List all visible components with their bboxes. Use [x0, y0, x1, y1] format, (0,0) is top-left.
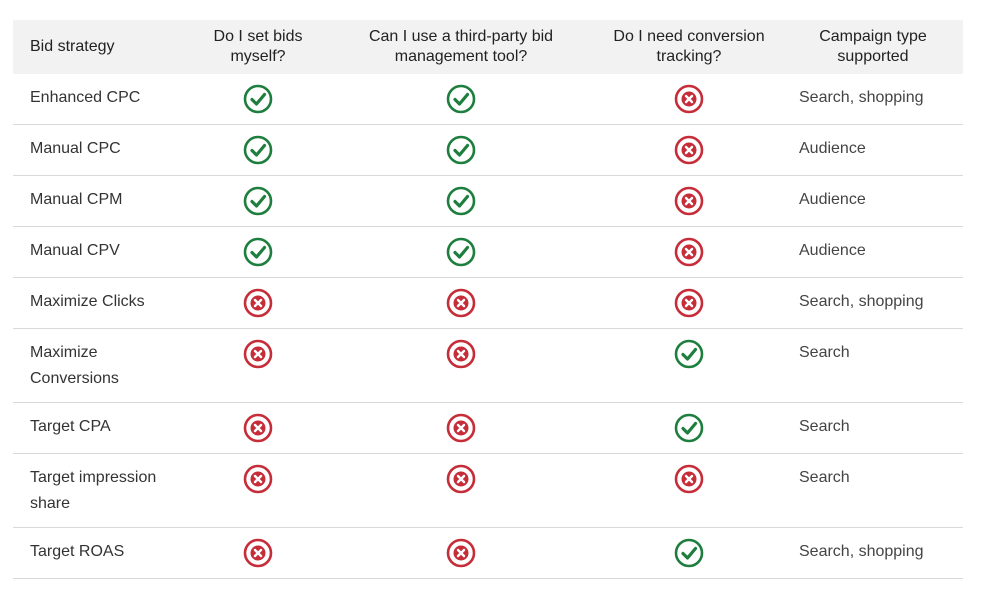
set-bids-cell — [189, 453, 327, 528]
table-row: Target impression share Search — [13, 453, 963, 528]
conversion-tracking-cell — [595, 453, 783, 528]
strategy-name: Target ROAS — [13, 527, 189, 579]
check-icon — [243, 237, 273, 267]
table-row: Manual CPC Audience — [13, 124, 963, 176]
conversion-tracking-cell — [595, 277, 783, 329]
cross-icon — [243, 413, 273, 443]
cross-icon — [243, 538, 273, 568]
set-bids-cell — [189, 226, 327, 278]
strategy-name: Manual CPV — [13, 226, 189, 278]
cross-icon — [243, 464, 273, 494]
cross-icon — [446, 538, 476, 568]
cross-icon — [243, 288, 273, 318]
cross-icon — [446, 464, 476, 494]
header-bid-strategy: Bid strategy — [30, 38, 115, 55]
strategy-name: Manual CPC — [13, 124, 189, 176]
conversion-tracking-cell — [595, 328, 783, 403]
conversion-tracking-cell — [595, 402, 783, 454]
cross-icon — [446, 339, 476, 369]
check-icon — [674, 538, 704, 568]
third-party-cell — [327, 527, 595, 579]
strategy-name: Enhanced CPC — [13, 74, 189, 125]
header-set-bids: Do I set bids myself? — [213, 28, 303, 65]
table-row: Enhanced CPC Search, shopping — [13, 74, 963, 125]
cross-icon — [674, 84, 704, 114]
set-bids-cell — [189, 527, 327, 579]
table-header: Bid strategy Do I set bids myself? Can I… — [13, 20, 963, 74]
bid-strategy-table: Bid strategy Do I set bids myself? Can I… — [13, 20, 963, 579]
campaign-type: Search — [783, 402, 963, 454]
table-row: Target CPA Search — [13, 402, 963, 454]
cross-icon — [674, 237, 704, 267]
strategy-name: Maximize Clicks — [13, 277, 189, 329]
set-bids-cell — [189, 328, 327, 403]
third-party-cell — [327, 277, 595, 329]
campaign-type: Audience — [783, 124, 963, 176]
cross-icon — [446, 413, 476, 443]
set-bids-cell — [189, 277, 327, 329]
cross-icon — [446, 288, 476, 318]
header-third-party-tool: Can I use a third-party bid management t… — [368, 28, 554, 65]
header-campaign-type: Campaign type supported — [819, 28, 927, 65]
strategy-name: Maximize Conversions — [13, 328, 189, 403]
table-row: Target ROAS Search, shopping — [13, 527, 963, 579]
third-party-cell — [327, 402, 595, 454]
set-bids-cell — [189, 402, 327, 454]
campaign-type: Search, shopping — [783, 527, 963, 579]
check-icon — [446, 84, 476, 114]
cross-icon — [243, 339, 273, 369]
third-party-cell — [327, 226, 595, 278]
third-party-cell — [327, 328, 595, 403]
set-bids-cell — [189, 175, 327, 227]
header-conversion-tracking: Do I need conversion tracking? — [613, 28, 765, 65]
conversion-tracking-cell — [595, 175, 783, 227]
check-icon — [674, 339, 704, 369]
table-row: Maximize Clicks Search, shopping — [13, 277, 963, 329]
set-bids-cell — [189, 74, 327, 125]
strategy-name: Target impression share — [13, 453, 189, 528]
check-icon — [243, 186, 273, 216]
third-party-cell — [327, 124, 595, 176]
conversion-tracking-cell — [595, 527, 783, 579]
bid-strategy-table-container: Bid strategy Do I set bids myself? Can I… — [13, 20, 963, 579]
third-party-cell — [327, 175, 595, 227]
table-row: Manual CPM Audience — [13, 175, 963, 227]
check-icon — [243, 135, 273, 165]
campaign-type: Search, shopping — [783, 74, 963, 125]
campaign-type: Search, shopping — [783, 277, 963, 329]
table-row: Manual CPV Audience — [13, 226, 963, 278]
check-icon — [243, 84, 273, 114]
third-party-cell — [327, 74, 595, 125]
campaign-type: Audience — [783, 226, 963, 278]
check-icon — [446, 135, 476, 165]
campaign-type: Search — [783, 453, 963, 528]
cross-icon — [674, 464, 704, 494]
check-icon — [446, 186, 476, 216]
conversion-tracking-cell — [595, 74, 783, 125]
table-body: Enhanced CPC Search, shopping Manual CPC… — [13, 74, 963, 579]
check-icon — [446, 237, 476, 267]
campaign-type: Search — [783, 328, 963, 403]
table-row: Maximize Conversions Search — [13, 328, 963, 403]
campaign-type: Audience — [783, 175, 963, 227]
strategy-name: Target CPA — [13, 402, 189, 454]
header-row: Bid strategy Do I set bids myself? Can I… — [13, 20, 963, 74]
set-bids-cell — [189, 124, 327, 176]
cross-icon — [674, 288, 704, 318]
strategy-name: Manual CPM — [13, 175, 189, 227]
cross-icon — [674, 186, 704, 216]
conversion-tracking-cell — [595, 124, 783, 176]
third-party-cell — [327, 453, 595, 528]
cross-icon — [674, 135, 704, 165]
conversion-tracking-cell — [595, 226, 783, 278]
check-icon — [674, 413, 704, 443]
